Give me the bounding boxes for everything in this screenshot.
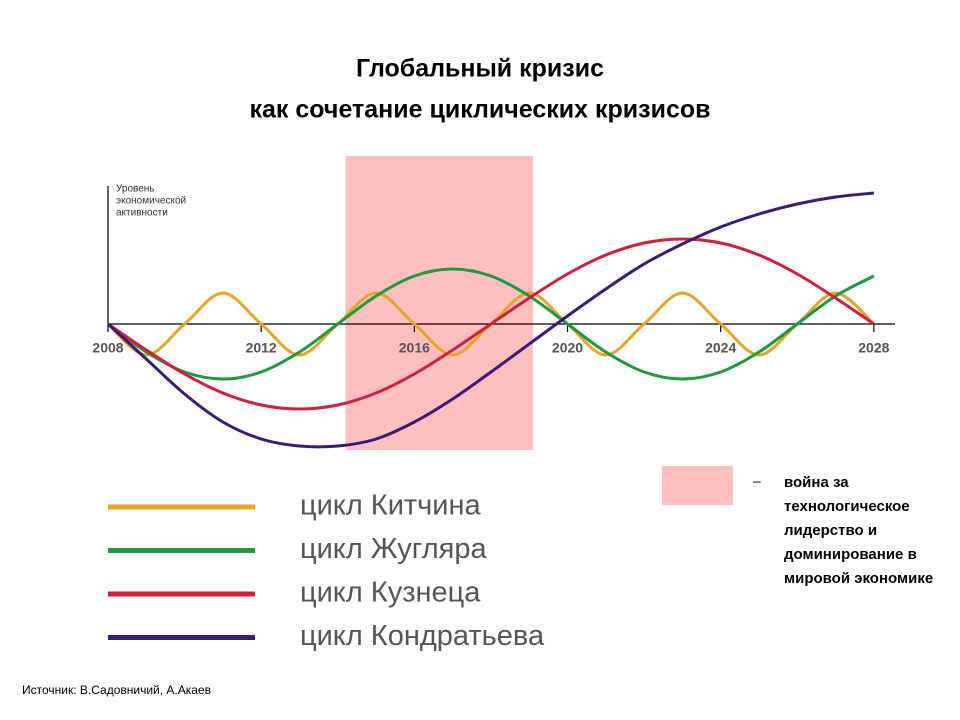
legend-label: цикл Кондратьева: [300, 620, 545, 652]
highlight-legend-swatch: [662, 466, 733, 505]
y-axis-label: активности: [116, 208, 168, 219]
chart-title: как сочетание циклических кризисов: [250, 96, 711, 124]
x-tick-label: 2008: [92, 340, 123, 356]
x-tick-label: 2016: [399, 340, 430, 356]
y-axis-label: Уровень: [116, 184, 155, 195]
series-line: [107, 237, 875, 411]
highlight-band: [345, 156, 534, 450]
legend-label: цикл Кузнеца: [300, 577, 481, 609]
source: Источник: В.Садовничий, А.Акаев: [22, 683, 211, 697]
series-line: [107, 267, 875, 381]
legend-label: цикл Жугляра: [300, 533, 487, 565]
highlight-legend-marker: –: [753, 473, 761, 489]
series-line: [106, 191, 875, 449]
chart-title: Глобальный кризис: [356, 55, 604, 83]
x-tick-label: 2012: [246, 340, 277, 356]
x-tick-label: 2020: [552, 340, 583, 356]
legend-label: цикл Китчина: [300, 490, 481, 522]
x-tick-label: 2028: [858, 340, 889, 356]
y-axis-label: экономической: [116, 196, 186, 207]
x-tick-label: 2024: [705, 340, 736, 356]
highlight-label: война за технологическое лидерство и дом…: [784, 474, 934, 587]
